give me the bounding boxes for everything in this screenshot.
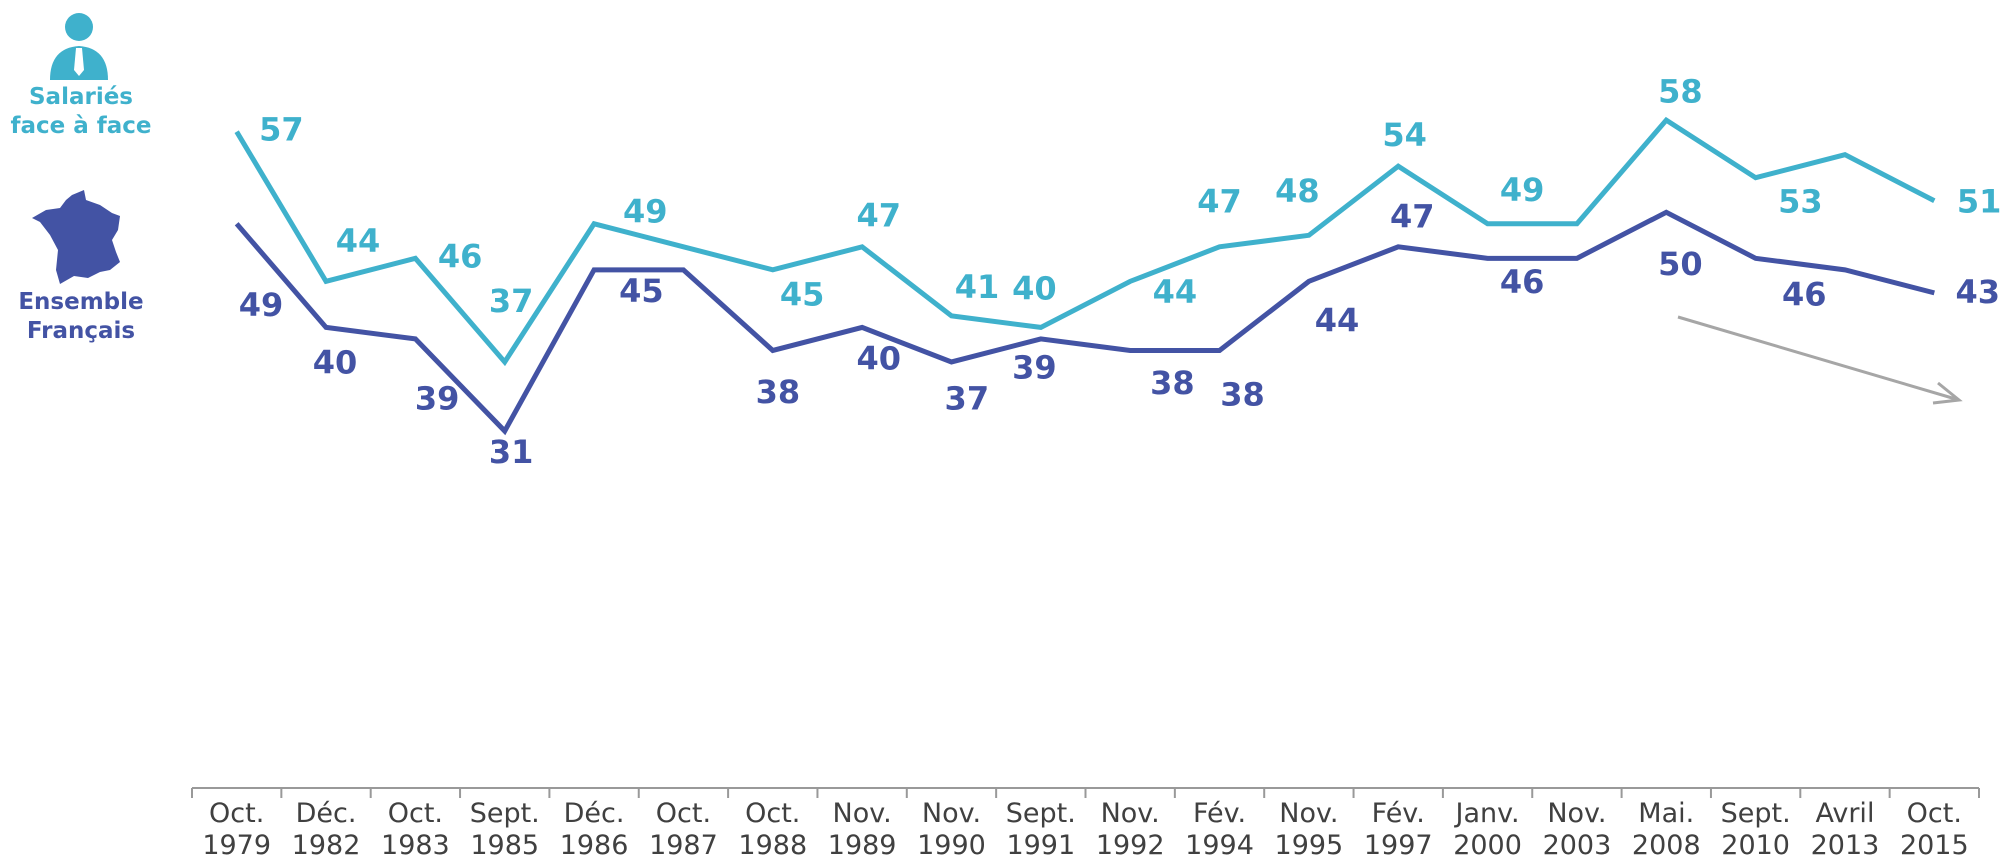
- data-label: 47: [1390, 198, 1435, 236]
- trend-arrow-head: [1932, 381, 1963, 405]
- data-label: 44: [336, 222, 381, 260]
- data-label: 54: [1382, 116, 1427, 154]
- x-tick-label: Janv. 2000: [1453, 798, 1522, 861]
- data-label: 39: [1012, 349, 1057, 387]
- data-label: 40: [1012, 269, 1057, 307]
- series-line: [234, 209, 1935, 436]
- x-tick-label: Oct. 1987: [649, 798, 718, 861]
- series-line: [234, 116, 1936, 367]
- data-label: 43: [1956, 273, 2001, 311]
- data-label: 45: [619, 272, 664, 310]
- x-tick-label: Déc. 1986: [559, 798, 629, 861]
- x-tick-label: Sept. 1991: [1005, 798, 1076, 861]
- data-label: 46: [1500, 263, 1545, 301]
- x-tick-label: Nov. 1989: [827, 798, 897, 861]
- data-label: 41: [955, 268, 1000, 306]
- x-tick-label: Fév. 1994: [1185, 798, 1254, 861]
- data-label: 45: [780, 276, 825, 314]
- data-label: 51: [1957, 182, 2002, 220]
- legend-label: Salariés face à face: [10, 84, 152, 139]
- data-label: 49: [1500, 171, 1545, 209]
- data-label: 44: [1153, 273, 1198, 311]
- data-label: 39: [415, 379, 460, 417]
- data-label: 47: [1197, 182, 1242, 220]
- trend-arrow: [1677, 315, 1960, 402]
- x-tick-label: Sept. 1985: [469, 798, 540, 861]
- data-label: 46: [438, 237, 483, 275]
- x-tick-label: Déc. 1982: [291, 798, 361, 861]
- x-tick-label: Nov. 1992: [1095, 798, 1165, 861]
- data-label: 53: [1778, 182, 1823, 220]
- data-label: 44: [1315, 301, 1360, 339]
- x-tick-label: Nov. 2003: [1542, 798, 1612, 861]
- x-tick-label: Sept. 2010: [1720, 798, 1791, 861]
- data-label: 49: [239, 286, 284, 324]
- x-tick-label: Oct. 1979: [202, 798, 272, 861]
- data-label: 38: [1220, 375, 1265, 413]
- x-tick-label: Oct. 2015: [1899, 798, 1969, 861]
- x-tick-label: Nov. 1995: [1274, 798, 1344, 861]
- data-label: 50: [1658, 245, 1703, 283]
- x-tick-label: Fév. 1997: [1363, 798, 1433, 861]
- data-label: 49: [623, 193, 668, 231]
- data-label: 38: [756, 373, 801, 411]
- data-label: 38: [1150, 364, 1195, 402]
- x-tick-label: Mai. 2008: [1631, 798, 1701, 861]
- data-label: 37: [945, 379, 990, 417]
- data-label: 46: [1782, 276, 1827, 314]
- data-label: 40: [856, 340, 901, 378]
- data-label: 57: [259, 111, 304, 149]
- data-label: 48: [1275, 172, 1320, 210]
- data-label: 40: [313, 343, 358, 381]
- person-icon: [50, 13, 108, 80]
- x-tick-label: Avril 2013: [1810, 798, 1880, 861]
- data-label: 47: [856, 196, 901, 234]
- x-tick-label: Nov. 1990: [917, 798, 986, 861]
- data-label: 31: [489, 433, 534, 471]
- data-label: 58: [1658, 72, 1703, 110]
- x-tick-label: Oct. 1988: [738, 798, 808, 861]
- data-label: 37: [489, 282, 534, 320]
- x-tick-label: Oct. 1983: [381, 798, 450, 861]
- legend-label: Ensemble Français: [18, 289, 144, 344]
- france-icon: [32, 190, 120, 284]
